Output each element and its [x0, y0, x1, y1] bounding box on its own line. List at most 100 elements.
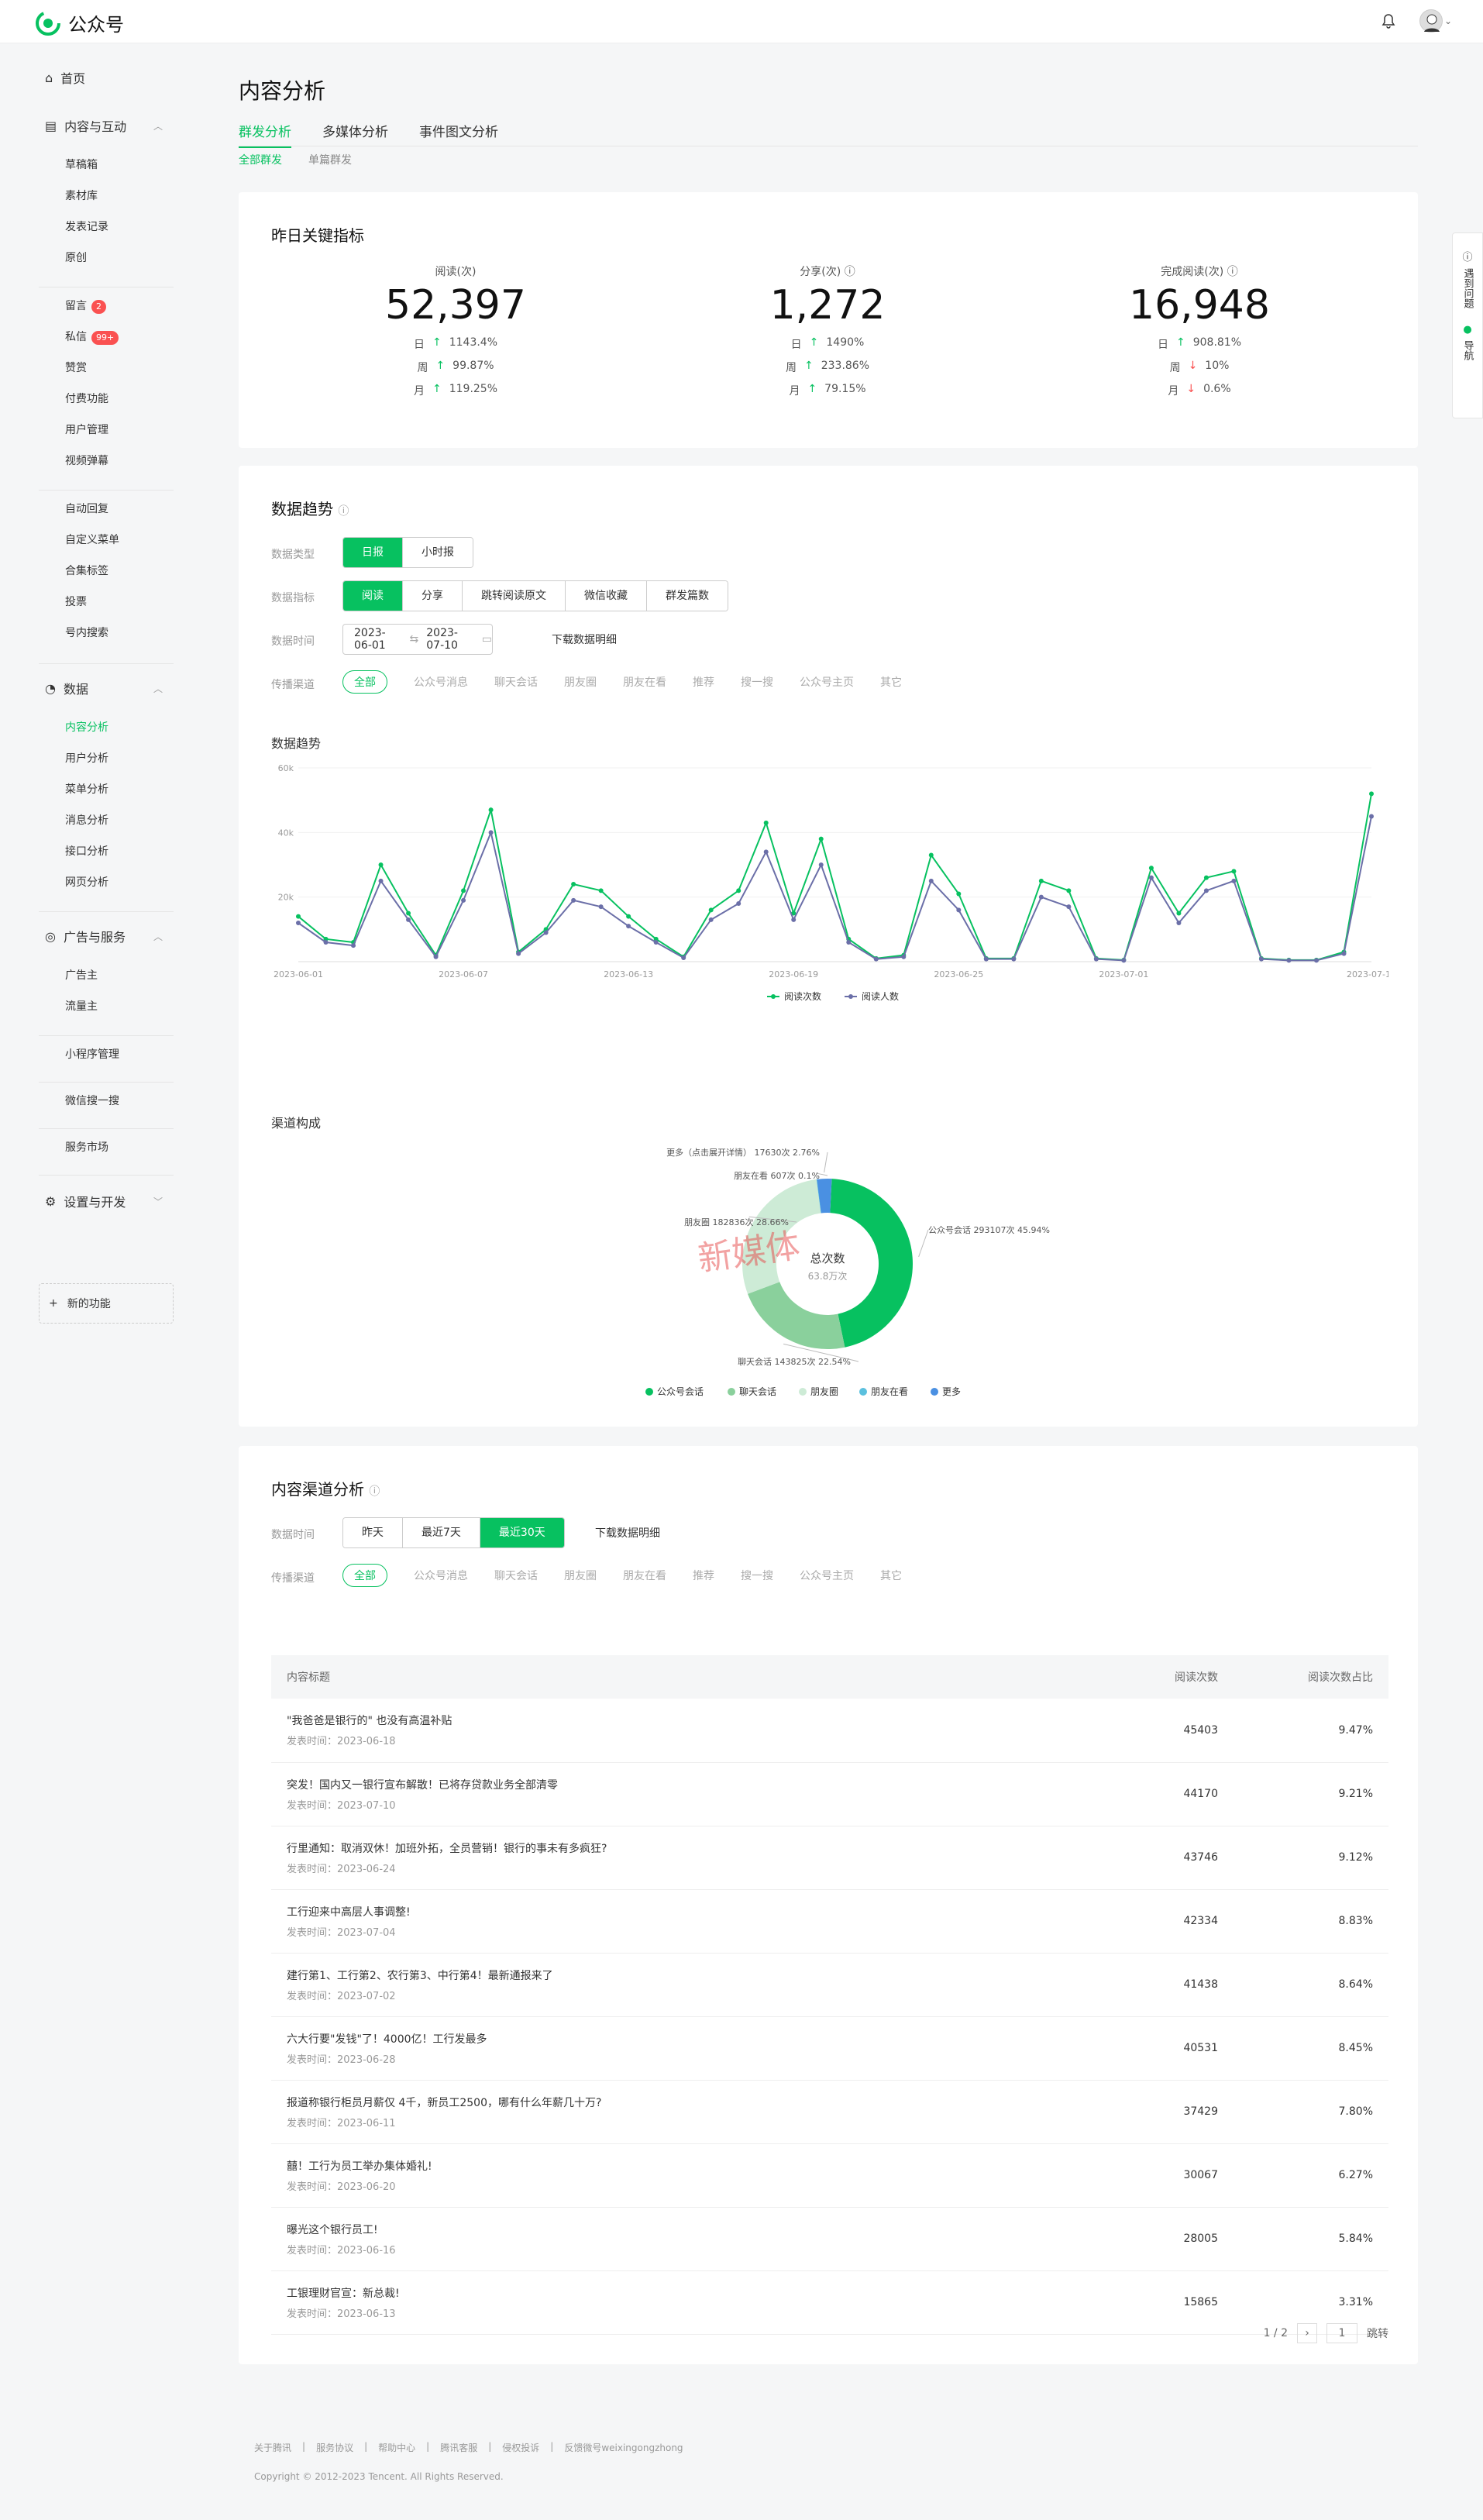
help-icon[interactable]: ⓘ: [844, 266, 855, 278]
sidebar-item-danmaku[interactable]: 视频弹幕: [65, 455, 108, 467]
footer-link[interactable]: 关于腾讯: [254, 2443, 292, 2453]
row-title[interactable]: 行里通知：取消双休！加班外拓，全员营销！银行的事未有多疯狂?: [287, 1842, 607, 1855]
channel-mp-message[interactable]: 公众号消息: [414, 1570, 468, 1582]
row-title[interactable]: "我爸爸是银行的" 也没有高温补贴: [287, 1715, 452, 1728]
sidebar-item-user-analysis[interactable]: 用户分析: [65, 752, 108, 765]
sidebar-item-home[interactable]: ⌂ 首页: [45, 70, 86, 87]
range-yesterday-button[interactable]: 昨天: [343, 1518, 403, 1547]
channel-chat[interactable]: 聊天会话: [494, 676, 538, 689]
channel-search[interactable]: 搜一搜: [741, 676, 773, 689]
help-guide-button[interactable]: ● 导航: [1453, 308, 1482, 360]
chevron-down-icon[interactable]: ⌄: [1443, 15, 1452, 26]
table-row[interactable]: 囍！工行为员工举办集体婚礼! 发表时间：2023-06-20 30067 6.27%: [271, 2143, 1388, 2208]
col-reads[interactable]: 阅读次数: [1063, 1655, 1234, 1699]
table-row[interactable]: 工行迎来中高层人事调整! 发表时间：2023-07-04 42334 8.83%: [271, 1889, 1388, 1954]
help-ask-button[interactable]: ⓘ 遇到问题: [1453, 233, 1482, 308]
sidebar-item-tags[interactable]: 合集标签: [65, 565, 108, 577]
metric-posts-button[interactable]: 群发篇数: [647, 581, 728, 611]
channel-all[interactable]: 全部: [342, 670, 387, 694]
sidebar-item-paid[interactable]: 付费功能: [65, 393, 108, 405]
channel-moments[interactable]: 朋友圈: [564, 676, 597, 689]
footer-link[interactable]: 帮助中心: [378, 2443, 416, 2453]
channel-search[interactable]: 搜一搜: [741, 1570, 773, 1582]
channel-friends-watch[interactable]: 朋友在看: [623, 676, 666, 689]
footer-link[interactable]: 反馈微号weixingongzhong: [564, 2443, 683, 2453]
sidebar-item-users[interactable]: 用户管理: [65, 424, 108, 436]
download-detail-link[interactable]: 下载数据明细: [552, 634, 617, 646]
subtab-single[interactable]: 单篇群发: [308, 154, 352, 167]
sidebar-item-messages[interactable]: 私信 99+: [65, 329, 119, 345]
table-row[interactable]: 工银理财官宣：新总裁! 发表时间：2023-06-13 15865 3.31%: [271, 2270, 1388, 2335]
sidebar-item-materials[interactable]: 素材库: [65, 190, 98, 202]
sidebar-item-miniprogram[interactable]: 小程序管理: [65, 1048, 119, 1061]
sidebar-item-market[interactable]: 服务市场: [65, 1141, 108, 1154]
sidebar-item-auto-reply[interactable]: 自动回复: [65, 503, 108, 515]
sidebar-section-ads[interactable]: ◎ 广告与服务 ︿: [45, 928, 163, 945]
type-hourly-button[interactable]: 小时报: [403, 538, 473, 567]
table-row[interactable]: 突发！国内又一银行宣布解散！已将存贷款业务全部清零 发表时间：2023-07-10…: [271, 1762, 1388, 1826]
metric-share-button[interactable]: 分享: [403, 581, 463, 611]
col-ratio[interactable]: 阅读次数占比: [1234, 1655, 1388, 1699]
channel-recommend[interactable]: 推荐: [693, 676, 714, 689]
row-title[interactable]: 建行第1、工行第2、农行第3、中行第4！最新通报来了: [287, 1969, 553, 1982]
sidebar-item-advertiser[interactable]: 广告主: [65, 969, 98, 982]
sidebar-item-web-analysis[interactable]: 网页分析: [65, 876, 108, 889]
sidebar-section-data[interactable]: ◔ 数据 ︿: [45, 680, 163, 697]
sidebar-item-reward[interactable]: 赞赏: [65, 362, 87, 374]
tab-event-article[interactable]: 事件图文分析: [419, 125, 498, 140]
metric-favorite-button[interactable]: 微信收藏: [566, 581, 647, 611]
channel-homepage[interactable]: 公众号主页: [800, 1570, 854, 1582]
sidebar-item-api-analysis[interactable]: 接口分析: [65, 845, 108, 858]
table-row[interactable]: "我爸爸是银行的" 也没有高温补贴 发表时间：2023-06-18 45403 9.4…: [271, 1699, 1388, 1763]
avatar[interactable]: [1419, 9, 1443, 33]
sidebar-item-wechat-search[interactable]: 微信搜一搜: [65, 1095, 119, 1107]
table-row[interactable]: 报道称银行柜员月薪仅 4千，新员工2500，哪有什么年薪几十万? 发表时间：202…: [271, 2080, 1388, 2144]
row-title[interactable]: 曝光这个银行员工!: [287, 2223, 378, 2236]
channel-chat[interactable]: 聊天会话: [494, 1570, 538, 1582]
sidebar-item-drafts[interactable]: 草稿箱: [65, 159, 98, 171]
table-row[interactable]: 曝光这个银行员工! 发表时间：2023-06-16 28005 5.84%: [271, 2207, 1388, 2271]
channel-moments[interactable]: 朋友圈: [564, 1570, 597, 1582]
row-title[interactable]: 报道称银行柜员月薪仅 4千，新员工2500，哪有什么年薪几十万?: [287, 2096, 602, 2109]
channel-homepage[interactable]: 公众号主页: [800, 676, 854, 689]
page-input[interactable]: 1: [1326, 2323, 1357, 2343]
app-logo[interactable]: 公众号: [36, 9, 124, 36]
bell-icon[interactable]: [1378, 10, 1399, 32]
subtab-all[interactable]: 全部群发: [239, 154, 282, 167]
help-icon[interactable]: ⓘ: [1227, 266, 1238, 278]
next-page-button[interactable]: ›: [1297, 2323, 1317, 2343]
sidebar-item-message-analysis[interactable]: 消息分析: [65, 814, 108, 827]
footer-link[interactable]: 侵权投诉: [502, 2443, 540, 2453]
sidebar-section-settings[interactable]: ⚙ 设置与开发 ﹀: [45, 1193, 163, 1210]
help-icon[interactable]: ⓘ: [338, 505, 349, 518]
sidebar-item-original[interactable]: 原创: [65, 252, 87, 264]
sidebar-item-publish-records[interactable]: 发表记录: [65, 221, 108, 233]
sidebar-item-comments[interactable]: 留言 2: [65, 298, 106, 314]
help-icon[interactable]: ⓘ: [369, 1485, 380, 1498]
sidebar-item-publisher[interactable]: 流量主: [65, 1000, 98, 1013]
footer-link[interactable]: 服务协议: [316, 2443, 354, 2453]
channel-friends-watch[interactable]: 朋友在看: [623, 1570, 666, 1582]
footer-link[interactable]: 腾讯客服: [440, 2443, 478, 2453]
download-detail-link[interactable]: 下载数据明细: [595, 1527, 660, 1540]
row-title[interactable]: 囍！工行为员工举办集体婚礼!: [287, 2160, 432, 2173]
table-row[interactable]: 建行第1、工行第2、农行第3、中行第4！最新通报来了 发表时间：2023-07-0…: [271, 1953, 1388, 2017]
metric-original-button[interactable]: 跳转阅读原文: [463, 581, 566, 611]
sidebar-item-content-analysis[interactable]: 内容分析: [65, 721, 108, 734]
new-function-button[interactable]: + 新的功能: [39, 1283, 174, 1324]
range-30d-button[interactable]: 最近30天: [480, 1518, 564, 1547]
sidebar-item-vote[interactable]: 投票: [65, 596, 87, 608]
table-row[interactable]: 行里通知：取消双休！加班外拓，全员营销！银行的事未有多疯狂? 发表时间：2023-…: [271, 1826, 1388, 1890]
tab-mass-send[interactable]: 群发分析: [239, 121, 291, 148]
date-range-picker[interactable]: 2023-06-01 ⇆ 2023-07-10 ▭: [342, 624, 493, 655]
sidebar-item-menu-analysis[interactable]: 菜单分析: [65, 783, 108, 796]
sidebar-item-search[interactable]: 号内搜索: [65, 627, 108, 639]
channel-mp-message[interactable]: 公众号消息: [414, 676, 468, 689]
row-title[interactable]: 六大行要"发钱"了！4000亿！工行发最多: [287, 2033, 487, 2046]
row-title[interactable]: 工行迎来中高层人事调整!: [287, 1905, 411, 1919]
table-row[interactable]: 六大行要"发钱"了！4000亿！工行发最多 发表时间：2023-06-28 4053…: [271, 2016, 1388, 2081]
tab-multimedia[interactable]: 多媒体分析: [322, 125, 388, 140]
row-title[interactable]: 突发！国内又一银行宣布解散！已将存贷款业务全部清零: [287, 1778, 558, 1792]
row-title[interactable]: 工银理财官宣：新总裁!: [287, 2287, 400, 2300]
sidebar-section-content[interactable]: ▤ 内容与互动 ︿: [45, 118, 163, 135]
